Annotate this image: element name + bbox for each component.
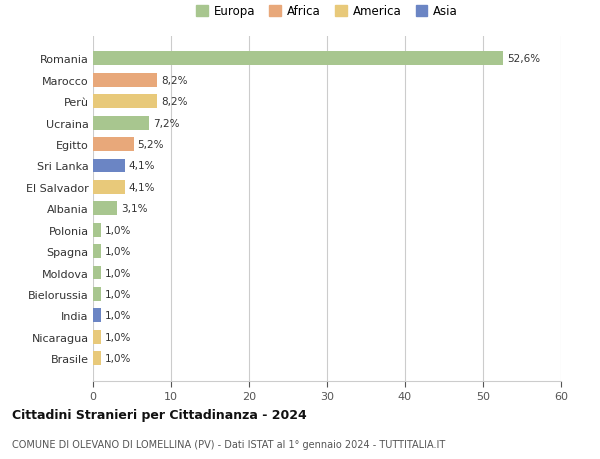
Bar <box>93 74 157 88</box>
Bar <box>93 52 503 66</box>
Text: 52,6%: 52,6% <box>507 54 541 64</box>
Text: 1,0%: 1,0% <box>105 353 131 364</box>
Bar <box>93 138 134 152</box>
Text: 4,1%: 4,1% <box>129 161 155 171</box>
Bar <box>93 95 157 109</box>
Text: 3,1%: 3,1% <box>121 204 148 214</box>
Bar <box>93 330 101 344</box>
Text: 1,0%: 1,0% <box>105 332 131 342</box>
Text: COMUNE DI OLEVANO DI LOMELLINA (PV) - Dati ISTAT al 1° gennaio 2024 - TUTTITALIA: COMUNE DI OLEVANO DI LOMELLINA (PV) - Da… <box>12 440 445 449</box>
Text: 8,2%: 8,2% <box>161 97 187 107</box>
Bar <box>93 117 149 130</box>
Bar <box>93 223 101 237</box>
Bar <box>93 180 125 195</box>
Text: 1,0%: 1,0% <box>105 246 131 257</box>
Text: 1,0%: 1,0% <box>105 268 131 278</box>
Text: Cittadini Stranieri per Cittadinanza - 2024: Cittadini Stranieri per Cittadinanza - 2… <box>12 408 307 421</box>
Text: 1,0%: 1,0% <box>105 311 131 321</box>
Legend: Europa, Africa, America, Asia: Europa, Africa, America, Asia <box>194 3 460 21</box>
Text: 8,2%: 8,2% <box>161 76 187 86</box>
Bar <box>93 287 101 301</box>
Bar <box>93 266 101 280</box>
Text: 4,1%: 4,1% <box>129 183 155 192</box>
Text: 1,0%: 1,0% <box>105 289 131 299</box>
Text: 7,2%: 7,2% <box>153 118 179 129</box>
Text: 5,2%: 5,2% <box>137 140 164 150</box>
Text: 1,0%: 1,0% <box>105 225 131 235</box>
Bar <box>93 159 125 173</box>
Bar <box>93 309 101 323</box>
Bar <box>93 202 117 216</box>
Bar <box>93 352 101 365</box>
Bar <box>93 245 101 258</box>
